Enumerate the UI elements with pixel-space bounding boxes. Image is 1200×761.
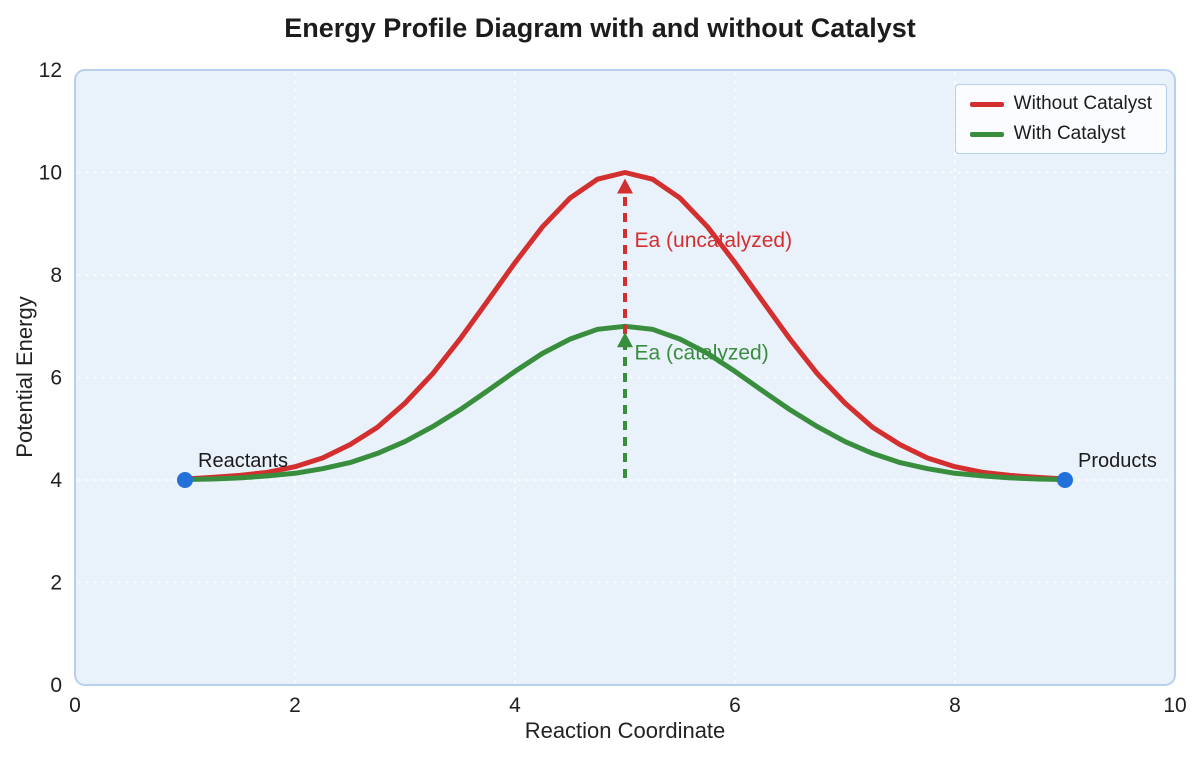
curve-without-catalyst — [182, 170, 1068, 482]
point-products — [1057, 472, 1073, 488]
x-tick-label: 6 — [729, 694, 741, 717]
y-tick-label: 2 — [50, 572, 62, 595]
y-tick-label: 8 — [50, 264, 62, 287]
annotation-ea-uncatalyzed-: Ea (uncatalyzed) — [635, 229, 793, 252]
legend-label-with-catalyst: With Catalyst — [1013, 123, 1126, 144]
chart-title: Energy Profile Diagram with and without … — [284, 13, 916, 43]
x-tick-label: 8 — [949, 694, 961, 717]
activation-energy-uncatalyzed-arrowhead — [617, 178, 633, 194]
y-tick-label: 4 — [50, 469, 62, 492]
y-tick-label: 6 — [50, 367, 62, 390]
label-products: Products — [1078, 450, 1157, 472]
legend-item-with-catalyst: With Catalyst — [969, 123, 1152, 145]
point-reactants — [177, 472, 193, 488]
y-tick-label: 12 — [39, 59, 62, 82]
label-reactants: Reactants — [198, 450, 288, 472]
x-tick-label: 2 — [289, 694, 301, 717]
legend-item-without-catalyst: Without Catalyst — [969, 93, 1152, 115]
legend: Without Catalyst With Catalyst — [954, 84, 1167, 154]
annotation-ea-catalyzed-: Ea (catalyzed) — [635, 342, 769, 365]
x-tick-label: 10 — [1163, 694, 1186, 717]
x-tick-label: 4 — [509, 694, 521, 717]
y-axis-label: Potential Energy — [12, 296, 37, 458]
activation-energy-catalyzed-arrowhead — [617, 332, 633, 348]
legend-swatch-with-catalyst — [969, 131, 1004, 137]
y-tick-label: 10 — [39, 162, 62, 185]
x-axis-label: Reaction Coordinate — [524, 718, 726, 743]
legend-label-without-catalyst: Without Catalyst — [1013, 93, 1152, 114]
legend-swatch-without-catalyst — [969, 101, 1004, 107]
x-tick-label: 0 — [69, 694, 81, 717]
y-tick-label: 0 — [50, 674, 62, 697]
